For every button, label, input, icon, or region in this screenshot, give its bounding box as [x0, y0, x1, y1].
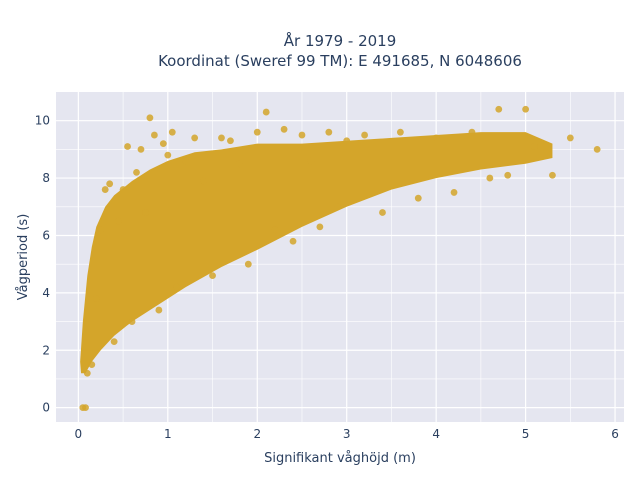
data-point: [379, 209, 386, 216]
data-point: [119, 186, 127, 193]
data-point: [209, 272, 216, 280]
data-point: [235, 160, 243, 168]
data-point: [522, 105, 530, 113]
data-point: [495, 105, 503, 113]
data-point: [88, 361, 96, 369]
data-point: [142, 209, 149, 216]
data-point: [432, 134, 440, 142]
y-tick-label: 8: [42, 171, 50, 185]
chart-title-line-1: År 1979 - 2019: [284, 31, 397, 50]
data-point: [566, 134, 574, 142]
data-point: [414, 194, 422, 202]
data-point: [334, 203, 342, 211]
chart-title-line-2: Koordinat (Sweref 99 TM): E 491685, N 60…: [158, 52, 522, 70]
data-point: [124, 143, 131, 150]
data-point: [218, 134, 225, 142]
y-tick-label: 6: [42, 228, 50, 242]
data-point: [298, 131, 306, 139]
data-point: [486, 174, 494, 182]
y-axis-ticks: 0 2 4 6 8 10: [35, 114, 50, 415]
x-tick-label: 4: [432, 427, 440, 441]
data-point: [280, 125, 288, 133]
data-point: [307, 157, 315, 165]
data-point: [133, 168, 140, 176]
x-axis-ticks: 0 1 2 3 4 5 6: [75, 427, 619, 441]
data-point: [343, 137, 351, 145]
data-point: [97, 226, 105, 234]
x-tick-label: 2: [253, 427, 261, 441]
data-point: [244, 260, 252, 268]
y-axis-title: Vågperiod (s): [16, 214, 31, 301]
data-point: [253, 128, 261, 136]
data-point: [128, 318, 136, 325]
data-point: [92, 295, 100, 303]
data-point: [173, 283, 181, 291]
data-point: [82, 404, 89, 412]
data-point: [325, 128, 333, 136]
data-point: [361, 131, 368, 139]
data-point: [262, 108, 270, 116]
data-point: [146, 114, 154, 122]
data-point: [468, 128, 476, 136]
data-point: [271, 226, 279, 234]
y-tick-label: 4: [42, 286, 50, 300]
y-tick-label: 2: [42, 343, 50, 357]
data-point: [137, 145, 145, 153]
data-point: [83, 369, 91, 377]
y-tick-label: 10: [35, 114, 50, 128]
data-point: [191, 134, 199, 142]
x-tick-label: 1: [164, 427, 172, 441]
x-tick-label: 5: [522, 427, 530, 441]
data-point: [396, 128, 404, 136]
x-tick-label: 3: [343, 427, 351, 441]
data-point: [227, 137, 234, 145]
data-points: [79, 105, 601, 412]
data-point: [155, 306, 163, 314]
data-point: [531, 143, 538, 150]
data-point: [549, 171, 556, 179]
data-point: [450, 189, 458, 196]
data-point: [200, 177, 207, 185]
data-point: [115, 217, 123, 225]
data-point: [504, 171, 512, 179]
x-axis-title: Signifikant våghöjd (m): [264, 451, 416, 466]
data-point: [159, 140, 167, 148]
x-tick-label: 6: [611, 427, 619, 441]
data-point: [110, 338, 118, 346]
data-point: [106, 180, 114, 188]
data-point: [316, 223, 324, 231]
data-point: [593, 145, 601, 153]
data-point: [164, 151, 172, 159]
data-point: [101, 186, 109, 193]
point-cloud-core: [80, 132, 553, 374]
data-point: [182, 157, 190, 165]
data-point: [289, 237, 297, 245]
x-tick-label: 0: [75, 427, 83, 441]
y-tick-label: 0: [42, 401, 50, 415]
data-point: [168, 128, 176, 136]
data-point: [150, 131, 158, 139]
